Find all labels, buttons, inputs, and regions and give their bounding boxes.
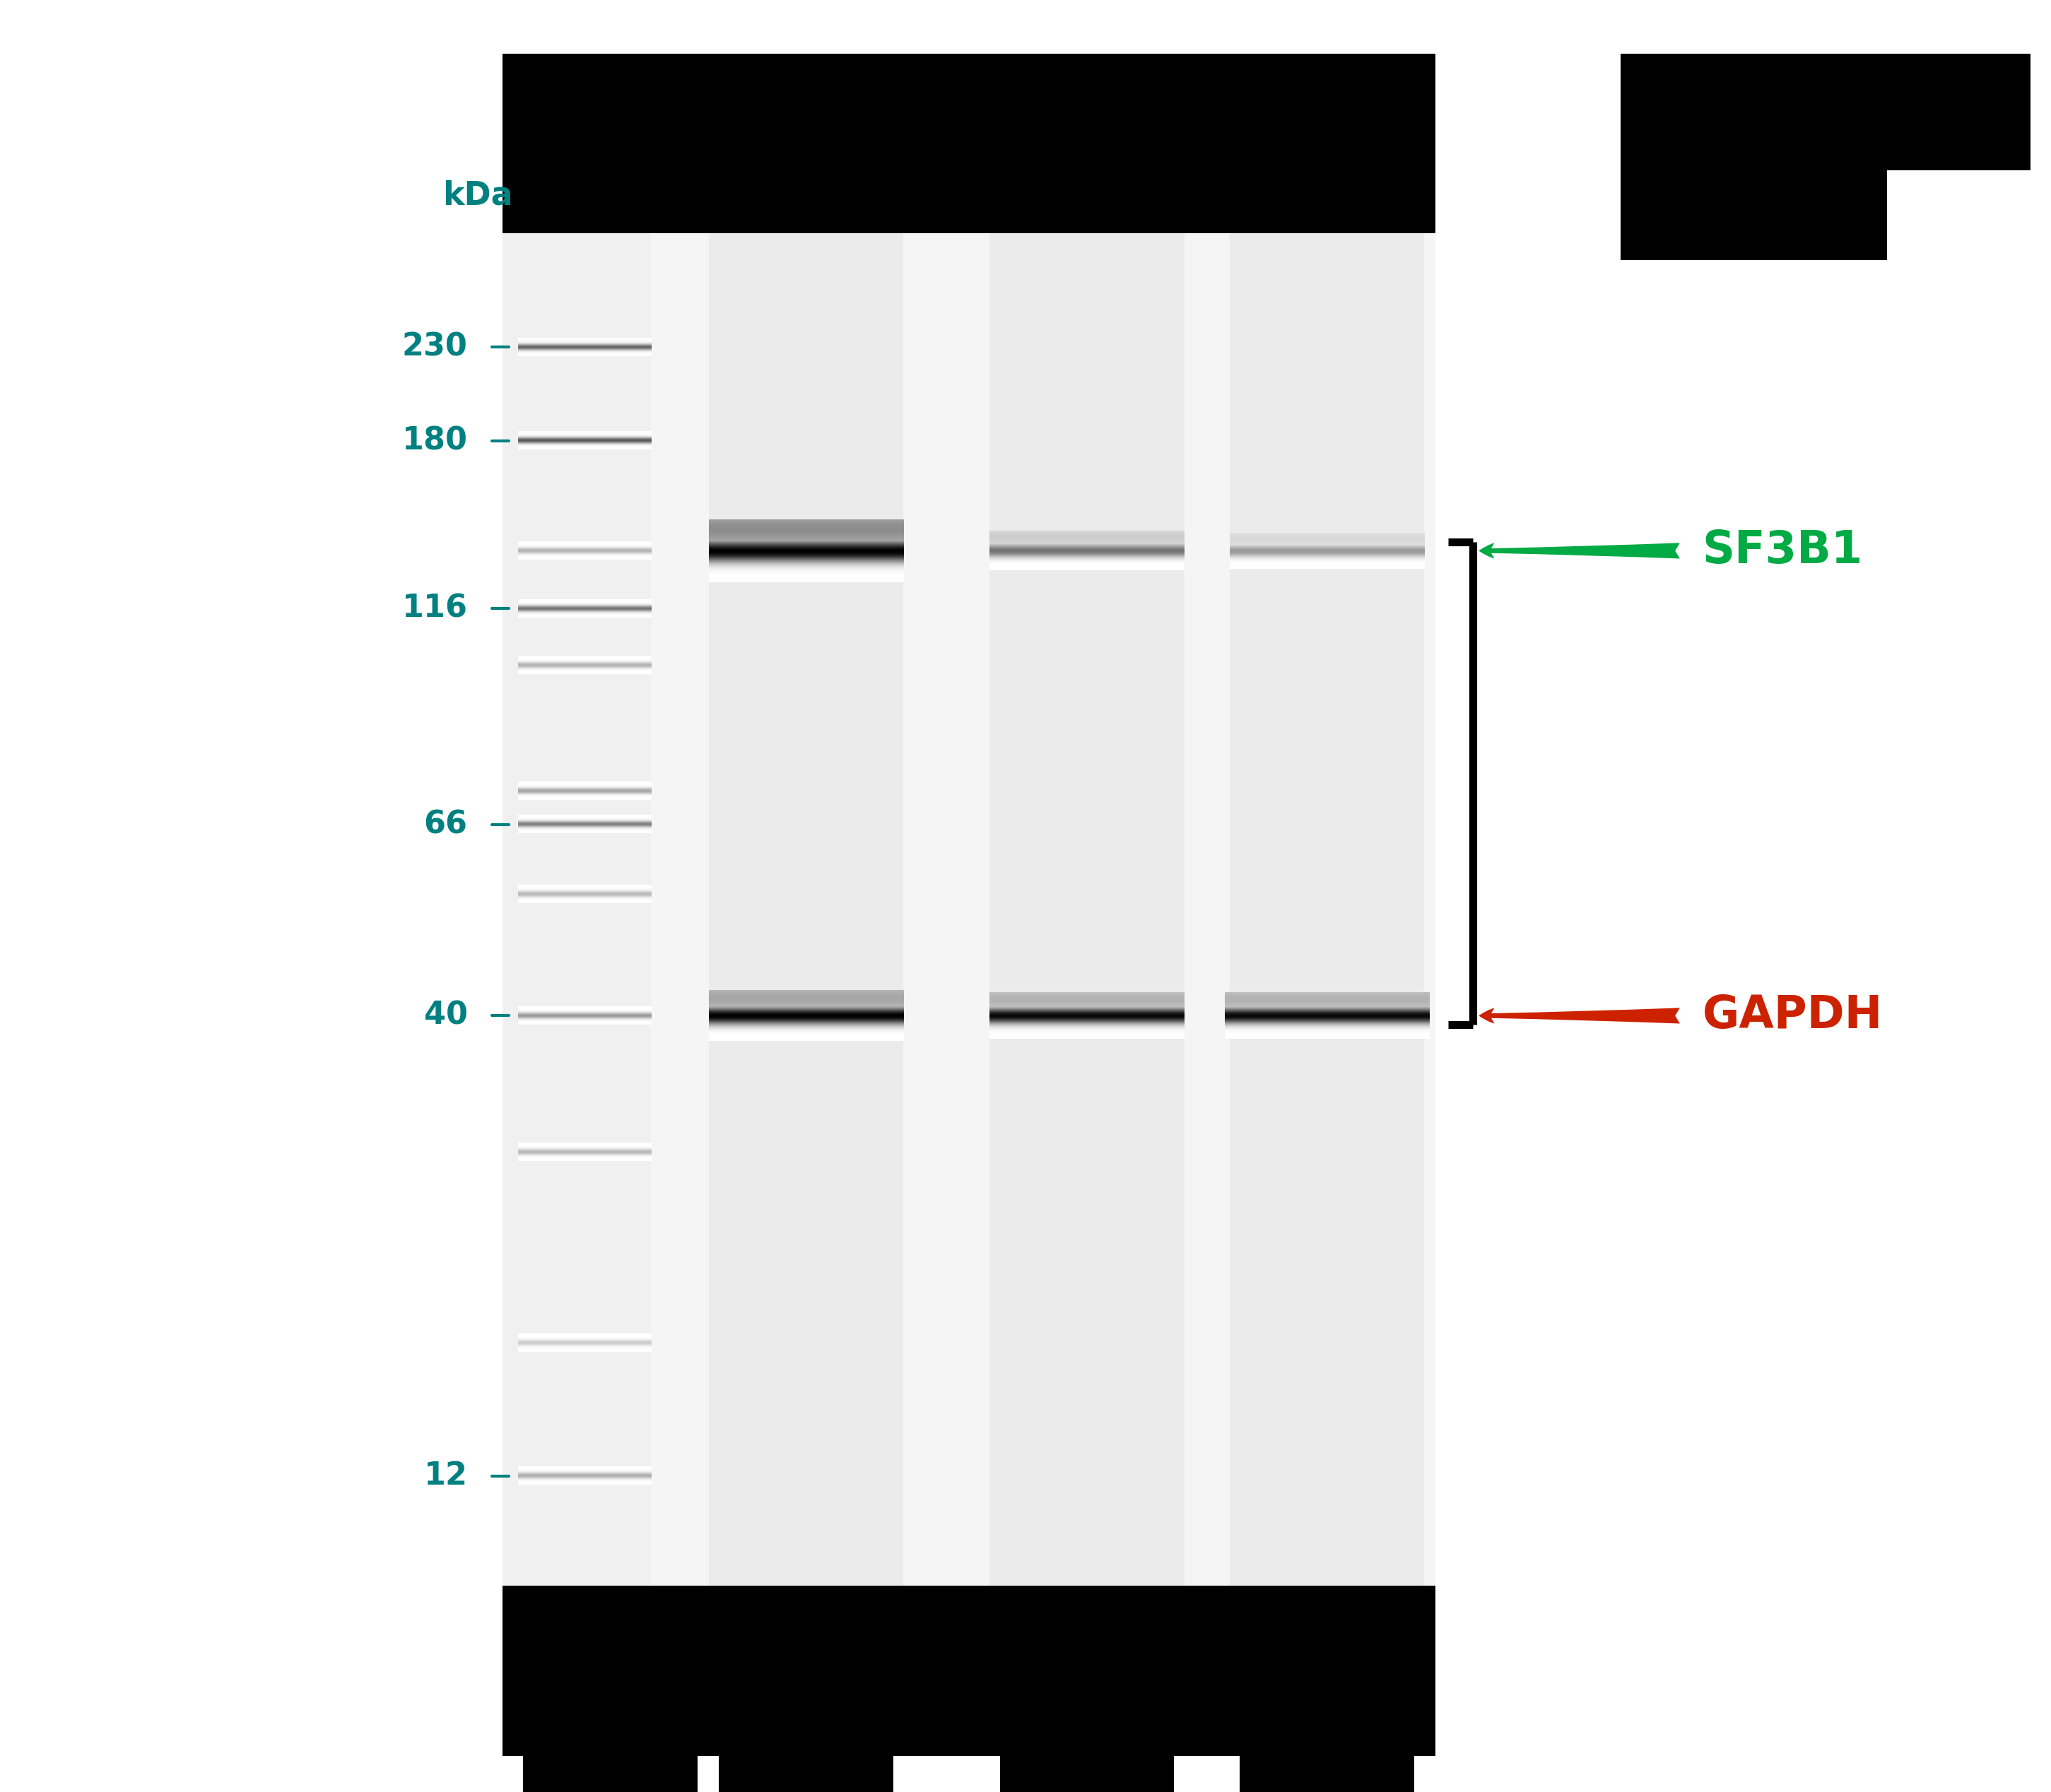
Text: GAPDH: GAPDH xyxy=(1702,995,1883,1038)
Text: 180: 180 xyxy=(402,425,468,455)
Bar xyxy=(1239,1756,1413,1792)
Bar xyxy=(1836,54,2030,170)
Text: 66: 66 xyxy=(425,810,468,839)
Bar xyxy=(710,233,904,1586)
Text: 230: 230 xyxy=(402,332,468,362)
Bar xyxy=(720,1756,894,1792)
Text: 40: 40 xyxy=(425,1000,468,1030)
Bar xyxy=(1001,1756,1173,1792)
Bar xyxy=(991,233,1185,1586)
Bar xyxy=(502,54,1436,233)
Text: kDa: kDa xyxy=(443,179,513,211)
Bar xyxy=(502,233,650,1586)
Text: 12: 12 xyxy=(425,1460,468,1491)
Bar xyxy=(523,1756,697,1792)
Text: SF3B1: SF3B1 xyxy=(1702,529,1862,573)
Bar xyxy=(1620,54,1887,260)
Bar xyxy=(1231,233,1423,1586)
Bar xyxy=(502,233,1436,1586)
Bar xyxy=(502,1586,1436,1756)
Text: 116: 116 xyxy=(402,593,468,624)
